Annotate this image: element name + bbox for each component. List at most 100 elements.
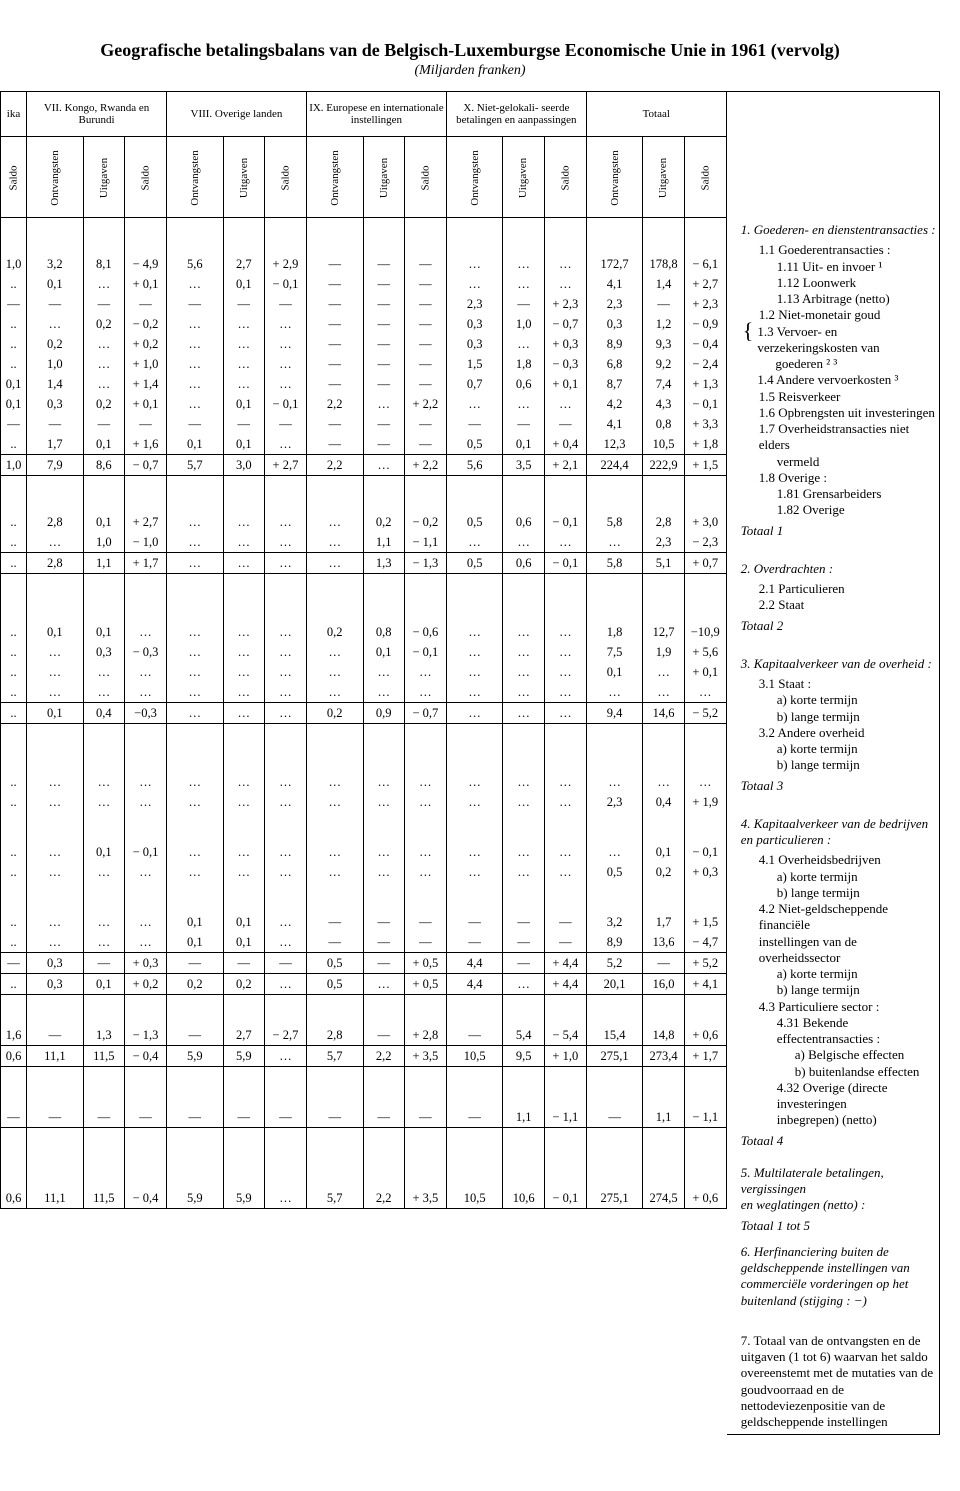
table-cell: … (544, 842, 586, 862)
table-cell: … (27, 642, 84, 662)
table-cell: … (83, 274, 124, 294)
table-cell: … (544, 394, 586, 414)
table-cell: − 0,1 (404, 642, 446, 662)
table-cell: 20,1 (586, 974, 643, 995)
table-cell: … (503, 792, 544, 812)
table-cell: … (363, 455, 404, 476)
table-cell: … (223, 314, 264, 334)
table-row: ——————————2,3—+ 2,32,3—+ 2,3 (1, 294, 727, 314)
table-cell: 10,5 (446, 1188, 503, 1209)
page-title: Geografische betalingsbalans van de Belg… (0, 40, 940, 61)
table-cell: + 0,5 (404, 953, 446, 974)
table-cell: … (264, 512, 306, 532)
table-cell: … (264, 974, 306, 995)
table-cell: … (27, 792, 84, 812)
table-cell: — (1, 294, 27, 314)
table-cell: .. (1, 512, 27, 532)
table-cell: + 2,2 (404, 455, 446, 476)
table-cell: 0,3 (446, 314, 503, 334)
table-cell: 5,8 (586, 512, 643, 532)
table-cell: … (404, 682, 446, 703)
table-cell: 1,7 (27, 434, 84, 455)
table-cell: 1,6 (1, 1025, 27, 1046)
table-row: ..0,1…+ 0,1…0,1− 0,1———………4,11,4+ 2,7 (1, 274, 727, 294)
table-cell: … (586, 772, 643, 792)
table-cell: + 0,5 (404, 974, 446, 995)
table-cell: − 0,1 (684, 394, 726, 414)
table-cell: … (503, 622, 544, 642)
table-cell: 0,1 (1, 374, 27, 394)
table-cell: … (544, 274, 586, 294)
table-cell: 1,2 (643, 314, 684, 334)
subhead-s: Saldo (125, 137, 167, 218)
table-row: 0,611,111,5− 0,45,95,9…5,72,2+ 3,510,59,… (1, 1046, 727, 1067)
grp-10: X. Niet-gelokali- seerde betalingen en a… (446, 92, 586, 137)
table-cell: … (306, 682, 363, 703)
table-cell: − 0,1 (684, 842, 726, 862)
table-cell: .. (1, 912, 27, 932)
table-cell: − 6,1 (684, 254, 726, 274)
table-cell: 1,8 (503, 354, 544, 374)
table-cell: 1,0 (27, 354, 84, 374)
table-cell: … (503, 842, 544, 862)
table-cell: — (544, 932, 586, 953)
table-cell: − 0,1 (544, 512, 586, 532)
table-cell: … (223, 842, 264, 862)
table-cell: 274,5 (643, 1188, 684, 1209)
table-cell: 0,5 (306, 953, 363, 974)
table-cell: 7,4 (643, 374, 684, 394)
table-cell: 1,4 (643, 274, 684, 294)
table-cell: … (446, 682, 503, 703)
table-cell: 275,1 (586, 1188, 643, 1209)
table-cell: 13,6 (643, 932, 684, 953)
table-cell: 5,1 (643, 553, 684, 574)
table-cell: + 5,6 (684, 642, 726, 662)
table-cell: … (167, 354, 224, 374)
table-cell: — (264, 294, 306, 314)
table-cell: + 1,7 (684, 1046, 726, 1067)
table-cell: … (306, 772, 363, 792)
table-cell: … (167, 842, 224, 862)
table-row: ..1,70,1+ 1,60,10,1…———0,50,1+ 0,412,310… (1, 434, 727, 455)
table-cell: — (363, 912, 404, 932)
table-cell: — (306, 354, 363, 374)
table-cell: 5,6 (167, 254, 224, 274)
table-cell: — (264, 1107, 306, 1128)
table-cell: — (167, 1025, 224, 1046)
table-cell: — (125, 294, 167, 314)
table-cell: … (223, 642, 264, 662)
table-cell: 0,1 (363, 642, 404, 662)
table-cell: — (83, 953, 124, 974)
table-cell: 1,8 (586, 622, 643, 642)
table-cell: — (404, 294, 446, 314)
table-cell: — (1, 414, 27, 434)
table-cell: 2,2 (363, 1046, 404, 1067)
table-cell: … (83, 354, 124, 374)
table-cell: 0,3 (83, 642, 124, 662)
table-cell: … (306, 553, 363, 574)
table-row: ———————————1,1− 1,1—1,1− 1,1 (1, 1107, 727, 1128)
table-cell: … (27, 772, 84, 792)
table-cell: … (503, 274, 544, 294)
table-cell: + 0,2 (125, 974, 167, 995)
table-cell: .. (1, 642, 27, 662)
table-cell: .. (1, 862, 27, 882)
table-cell: … (264, 354, 306, 374)
grp-7: VII. Kongo, Rwanda en Burundi (27, 92, 167, 137)
table-cell: 0,2 (27, 334, 84, 354)
table-cell: + 3,0 (684, 512, 726, 532)
table-cell: 1,0 (503, 314, 544, 334)
page-subtitle: (Miljarden franken) (0, 63, 940, 79)
table-cell: … (264, 622, 306, 642)
table-cell: 4,4 (446, 974, 503, 995)
table-cell: … (27, 862, 84, 882)
table-cell: 14,6 (643, 703, 684, 724)
table-cell: … (223, 532, 264, 553)
table-cell: … (167, 772, 224, 792)
table-cell: — (363, 354, 404, 374)
table-cell: 0,2 (643, 862, 684, 882)
table-cell: … (684, 682, 726, 703)
table-cell: … (167, 532, 224, 553)
table-cell: 0,1 (83, 842, 124, 862)
table-cell: … (83, 772, 124, 792)
